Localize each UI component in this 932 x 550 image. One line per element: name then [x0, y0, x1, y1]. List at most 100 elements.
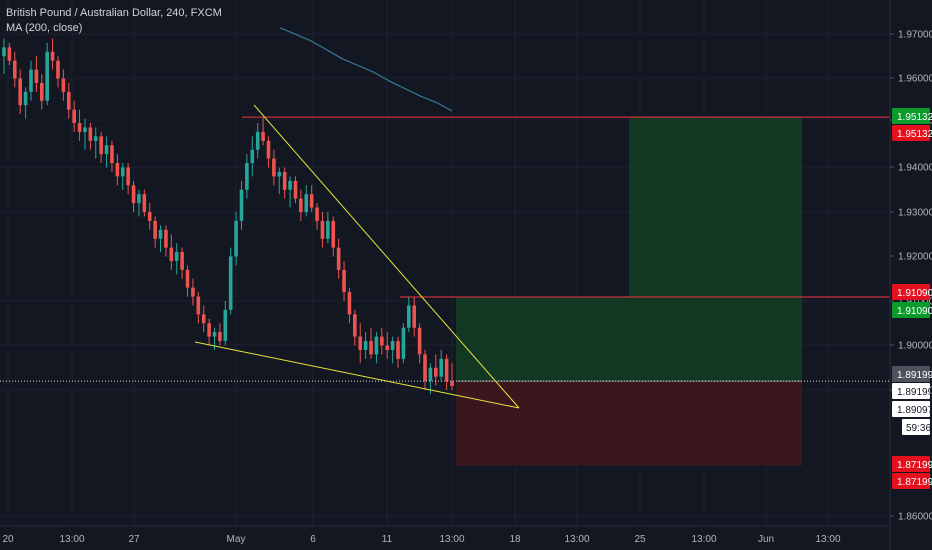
candle	[191, 278, 195, 306]
candle	[353, 309, 357, 346]
price-tag[interactable]: 1.95132	[892, 125, 932, 141]
candle-body	[12, 60, 17, 79]
price-tick-label: 1.90000	[898, 341, 932, 352]
candle	[174, 243, 179, 275]
candle-body	[401, 327, 406, 359]
candle	[309, 185, 314, 212]
candle	[39, 74, 44, 110]
price-tag-bg[interactable]	[892, 302, 930, 318]
candle-body	[450, 381, 454, 386]
candle	[196, 292, 201, 324]
position-zones[interactable]	[456, 117, 802, 466]
candle-body	[45, 51, 49, 101]
loss-zone[interactable]	[456, 381, 802, 466]
candle-body	[29, 69, 33, 92]
candle	[120, 163, 125, 190]
candle-body	[223, 309, 228, 342]
candle-body	[434, 367, 438, 377]
candle-body	[212, 332, 217, 337]
candle	[201, 305, 206, 333]
price-tag[interactable]: 1.91090	[892, 302, 932, 318]
price-tag[interactable]: 1.91090	[892, 284, 932, 300]
candle-body	[72, 109, 76, 123]
candle	[207, 318, 211, 346]
candle-body	[158, 229, 163, 239]
candle	[434, 354, 438, 386]
price-tag[interactable]: 1.89199	[892, 383, 932, 399]
price-tag-bg[interactable]	[892, 284, 930, 300]
candle-body	[266, 140, 271, 159]
price-tag[interactable]: 1.87199	[892, 456, 932, 472]
trendline-upper[interactable]	[253, 104, 520, 409]
candle-body	[272, 158, 276, 177]
candle-body	[439, 358, 444, 377]
candle-body	[88, 127, 93, 141]
price-tag-bg[interactable]	[892, 125, 930, 141]
moving-average	[279, 27, 453, 112]
price-tag-bg[interactable]	[892, 473, 930, 489]
candle-body	[353, 314, 357, 337]
price-axis[interactable]: 1.970001.960001.950001.940001.930001.920…	[889, 0, 932, 550]
candle-body	[417, 327, 422, 355]
time-tick-label: 13:00	[564, 534, 589, 545]
price-tag[interactable]: 1.89097	[892, 401, 932, 417]
candle	[169, 234, 174, 270]
price-tag[interactable]: 1.89199	[892, 366, 932, 382]
candle	[137, 189, 141, 217]
price-tag-bg[interactable]	[892, 366, 930, 382]
candle-body	[180, 252, 184, 270]
price-tag-label: 1.89199	[897, 387, 932, 398]
candle	[72, 100, 76, 132]
candle-body	[2, 47, 6, 57]
candle	[336, 238, 341, 279]
candle-body	[50, 51, 55, 61]
profit-zone[interactable]	[456, 296, 629, 382]
candle	[401, 323, 406, 364]
candle	[326, 212, 330, 244]
time-tick-label: 6	[310, 534, 316, 545]
candle-body	[196, 296, 201, 315]
time-tick-label: 25	[634, 534, 646, 545]
candle-body	[39, 82, 44, 101]
candle	[56, 56, 60, 88]
price-tag-bg[interactable]	[892, 456, 930, 472]
price-tag[interactable]: 1.87199	[892, 473, 932, 489]
price-tag-bg[interactable]	[892, 383, 930, 399]
price-tag[interactable]: 1.95132	[892, 108, 932, 124]
trendline-lower[interactable]	[194, 341, 520, 409]
symbol-title[interactable]: British Pound / Australian Dollar, 240, …	[6, 7, 222, 19]
candle	[83, 118, 87, 150]
candle-body	[304, 194, 309, 212]
candle	[185, 265, 190, 297]
indicator-label[interactable]: MA (200, close)	[6, 22, 83, 34]
candle-body	[104, 145, 109, 155]
profit-zone-extended[interactable]	[629, 117, 802, 382]
candle	[282, 167, 287, 199]
drawing-lines[interactable]	[0, 104, 890, 409]
candle	[261, 117, 265, 146]
candle	[450, 363, 454, 390]
price-tag-bg[interactable]	[892, 401, 930, 417]
price-tick-label: 1.93000	[898, 208, 932, 219]
candle	[99, 131, 103, 164]
candle	[50, 38, 55, 70]
time-axis[interactable]: 20 13:00 27 May 6 11 13:00 18 13:00 25 13:00 Jun 13:…	[0, 525, 890, 545]
candle	[299, 189, 303, 221]
candle-body	[288, 180, 292, 190]
price-tag-bg[interactable]	[892, 108, 930, 124]
candle	[358, 323, 363, 364]
candle-body	[336, 247, 341, 270]
candle-body	[326, 220, 330, 239]
candle	[255, 123, 260, 159]
price-tick-label: 1.97000	[898, 30, 932, 41]
candle-body	[347, 292, 352, 315]
candle	[342, 260, 346, 301]
candle-body	[174, 252, 179, 261]
candle	[428, 363, 433, 395]
candle	[93, 127, 98, 159]
candle-body	[110, 145, 114, 164]
price-tick-label: 1.96000	[898, 74, 932, 85]
candle-body	[191, 287, 195, 297]
candle	[23, 87, 28, 119]
